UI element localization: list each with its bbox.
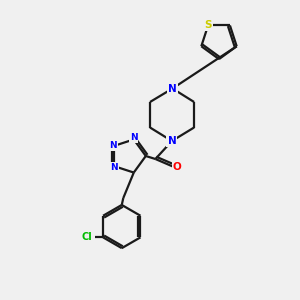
Text: N: N <box>109 141 117 150</box>
Text: S: S <box>204 20 212 31</box>
Text: N: N <box>110 163 118 172</box>
Text: N: N <box>167 136 176 146</box>
Text: N: N <box>168 83 177 94</box>
Text: Cl: Cl <box>81 232 92 242</box>
Text: N: N <box>130 134 138 142</box>
Text: O: O <box>173 162 182 172</box>
